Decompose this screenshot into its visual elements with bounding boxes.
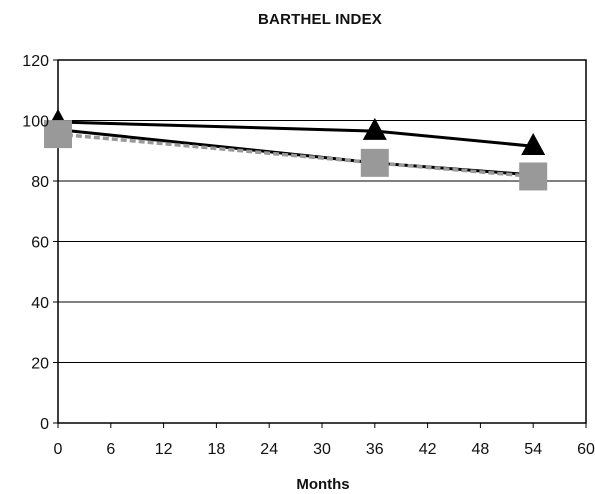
series-lines (57, 120, 534, 179)
y-tick-label-20: 20 (31, 356, 49, 373)
x-axis-label: Months (296, 476, 350, 493)
x-tick-label-36: 36 (366, 441, 384, 458)
x-tick-label-6: 6 (106, 441, 115, 458)
x-tick-label-12: 12 (155, 441, 173, 458)
chart-title: BARTHEL INDEX (258, 11, 382, 28)
y-tick-label-0: 0 (40, 416, 49, 433)
series-3-square-marker (360, 148, 389, 177)
y-tick-label-80: 80 (31, 174, 49, 191)
series-1-triangle-marker (521, 133, 546, 156)
gridlines (58, 59, 586, 363)
y-tick-label-120: 120 (22, 53, 49, 70)
x-tick-label-60: 60 (577, 441, 595, 458)
series-3-square-marker (519, 162, 548, 191)
x-tick-label-54: 54 (524, 441, 542, 458)
y-tick-label-60: 60 (31, 235, 49, 252)
data-markers (44, 108, 548, 191)
y-tick-label-100: 100 (22, 114, 49, 131)
y-tick-label-40: 40 (31, 295, 49, 312)
x-tick-label-42: 42 (419, 441, 437, 458)
tick-labels: 0 20 40 60 80 100 120 0 6 12 18 24 30 36 42 48 54 60 (22, 53, 595, 458)
x-tick-label-0: 0 (54, 441, 63, 458)
x-tick-label-18: 18 (208, 441, 226, 458)
x-tick-label-48: 48 (472, 441, 490, 458)
series-1-line (57, 120, 534, 148)
series-1-triangle-marker (362, 117, 387, 140)
x-tick-label-24: 24 (260, 441, 278, 458)
axes (53, 59, 587, 428)
series-3-square-marker (44, 120, 72, 149)
x-tick-label-30: 30 (313, 441, 331, 458)
series-2-line (57, 128, 534, 177)
